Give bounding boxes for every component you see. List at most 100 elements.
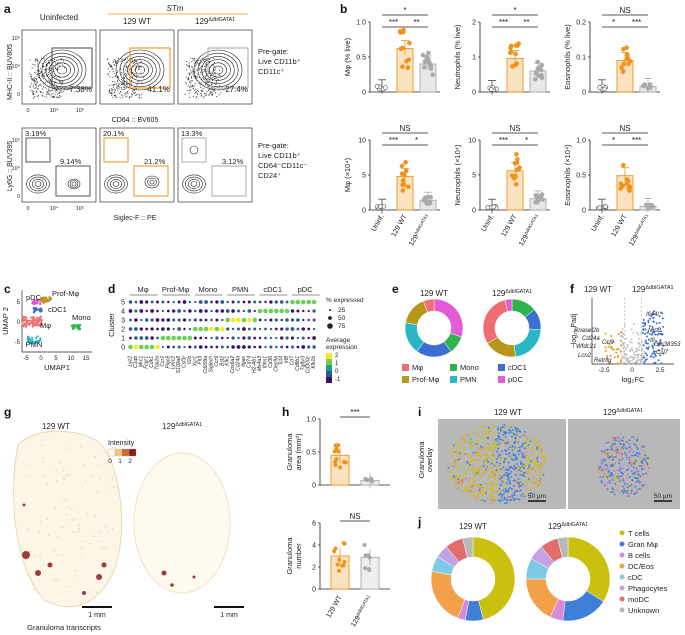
cell-pixel — [464, 462, 466, 465]
flow-event — [191, 80, 193, 82]
cell-pixel — [647, 462, 650, 465]
cell-pixel — [499, 438, 502, 441]
flow-event — [45, 82, 47, 84]
cell-pixel — [502, 430, 505, 432]
cell-pixel — [493, 449, 495, 452]
transcript-dot — [46, 564, 49, 566]
cell-pixel — [520, 461, 522, 463]
expression-dot — [236, 345, 241, 349]
flow-event — [127, 90, 129, 92]
cell-pixel — [517, 428, 519, 430]
expression-dot — [172, 327, 175, 331]
flow-event — [187, 77, 189, 80]
cell-pixel — [450, 477, 453, 480]
cell-pixel — [634, 461, 636, 464]
cell-pixel — [485, 487, 488, 489]
flow-event — [195, 88, 197, 90]
cell-pixel — [498, 453, 501, 456]
gene-label: Ifitm1 — [263, 356, 269, 368]
flow-event — [120, 86, 122, 89]
flow-event — [108, 62, 110, 64]
cell-pixel — [639, 451, 641, 453]
cell-pixel — [516, 456, 518, 459]
flow-event — [35, 72, 37, 74]
cell-pixel — [473, 471, 476, 473]
cell-pixel — [603, 455, 605, 458]
umap-point — [36, 335, 39, 338]
cell-pixel — [620, 475, 623, 477]
data-point — [535, 66, 541, 71]
intensity-swatch — [128, 448, 137, 457]
cell-pixel — [642, 473, 644, 476]
cell-pixel — [485, 482, 488, 485]
flow-event — [59, 92, 61, 94]
cell-pixel — [539, 451, 541, 454]
expression-dot — [149, 344, 155, 350]
flow-gate-upper — [103, 137, 129, 163]
tick-label: 1 — [472, 55, 476, 62]
cell-pixel — [478, 455, 481, 457]
transcript-dot — [29, 551, 31, 553]
donut-title-ko: 129ΔdblGATA1 — [548, 522, 588, 531]
cell-pixel — [495, 442, 498, 444]
transcript-dot — [63, 470, 65, 472]
cell-pixel — [450, 464, 452, 467]
gene-point-up — [653, 342, 656, 345]
cell-pixel — [496, 443, 499, 446]
expression-dot — [231, 336, 235, 340]
gene-point — [629, 362, 632, 365]
tick-label: -5 — [23, 356, 29, 362]
cell-pixel — [537, 465, 540, 468]
cell-pixel — [457, 482, 460, 484]
cell-pixel — [468, 490, 470, 492]
flow-event — [205, 80, 207, 82]
cell-pixel — [527, 471, 529, 473]
flow-event — [114, 92, 116, 94]
data-point — [533, 193, 539, 199]
cell-pixel — [633, 493, 636, 495]
cell-pixel — [477, 459, 480, 461]
flow-event — [134, 73, 136, 75]
flow-event — [220, 92, 222, 94]
cell-pixel — [471, 447, 473, 450]
flow-contour — [197, 52, 239, 88]
legend-size-label: 25 — [338, 307, 346, 314]
cell-pixel — [524, 435, 527, 438]
cell-pixel — [488, 475, 490, 478]
flow-event — [43, 74, 45, 76]
flow-contour — [144, 175, 160, 189]
flow-event — [29, 85, 31, 87]
group-label: 129 WT — [610, 213, 629, 238]
cell-pixel — [487, 424, 489, 427]
cell-pixel — [640, 456, 642, 459]
data-point — [621, 162, 626, 168]
cell-pixel — [477, 485, 480, 488]
expression-dot — [161, 345, 165, 349]
cell-pixel — [629, 459, 631, 461]
flow-event — [138, 67, 140, 69]
cell-pixel — [619, 467, 622, 469]
cell-pixel — [540, 456, 543, 459]
cell-pixel — [619, 470, 621, 472]
cluster-label: pDC — [26, 293, 42, 302]
cell-pixel — [515, 490, 518, 492]
cell-pixel — [641, 461, 644, 463]
cell-pixel — [508, 431, 511, 434]
sig-label: *** — [499, 18, 508, 27]
expression-dot — [166, 335, 171, 341]
cell-pixel — [508, 483, 511, 485]
expression-dot — [285, 336, 289, 340]
flow-event — [36, 73, 38, 75]
cell-pixel — [527, 447, 529, 450]
gene-point-up — [657, 349, 660, 352]
flow-event — [133, 89, 135, 92]
cell-pixel — [645, 473, 648, 476]
tick-label: 0.5 — [356, 55, 366, 62]
flow-event — [124, 83, 126, 85]
cell-pixel — [483, 471, 486, 473]
cell-pixel — [453, 451, 455, 453]
data-point — [514, 167, 520, 173]
gene-point-up — [652, 317, 655, 320]
umap-point — [31, 338, 34, 341]
